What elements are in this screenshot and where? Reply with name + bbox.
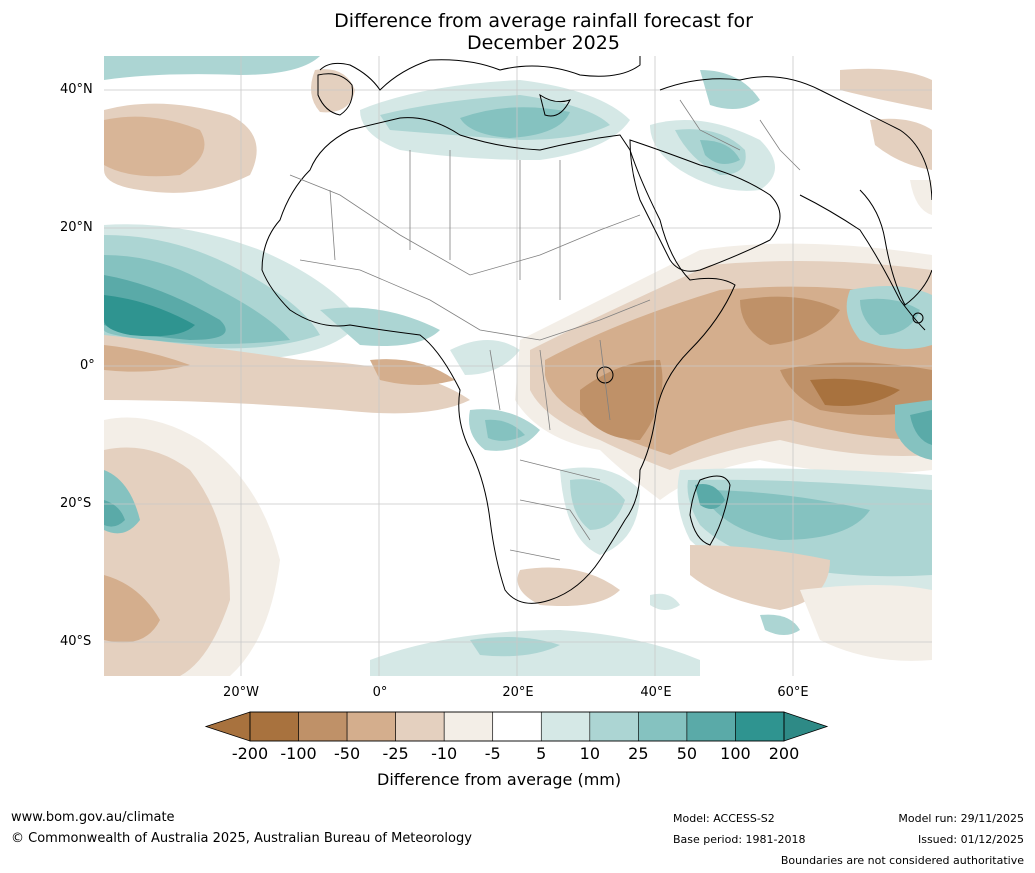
lat-label-40s: 40°S (60, 634, 92, 649)
website-link[interactable]: www.bom.gov.au/climate (11, 810, 175, 825)
colorbar (204, 711, 829, 742)
colorbar-tick-label: 200 (768, 744, 800, 763)
colorbar-cell (298, 711, 348, 742)
anomaly-region (860, 298, 920, 335)
india-coastline (859, 189, 932, 306)
iberia-coastline (317, 73, 353, 116)
anomaly-region (700, 490, 870, 540)
anomaly-region (485, 419, 525, 441)
anomaly-region (104, 116, 205, 177)
lon-label-20e: 20°E (502, 685, 534, 700)
anomaly-region (910, 180, 932, 215)
colorbar-tick-label: -100 (280, 744, 317, 763)
anomaly-region (690, 545, 830, 610)
colorbar-over-triangle (783, 711, 829, 742)
africa-coastline (261, 117, 736, 604)
colorbar-cell (346, 711, 396, 742)
lon-label-60e: 60°E (777, 685, 809, 700)
anomaly-region (840, 68, 932, 110)
border-line (489, 339, 611, 481)
graticule (104, 56, 932, 676)
colorbar-tick-label: 100 (720, 744, 751, 763)
colorbar-cell (249, 711, 299, 742)
coastlines (261, 56, 932, 604)
anomaly-region (104, 295, 195, 337)
base-period: Base period: 1981-2018 (673, 833, 806, 846)
colorbar-cell (443, 711, 494, 742)
anomaly-region (460, 107, 570, 138)
anomaly-region (740, 296, 840, 345)
colorbar-cell (638, 711, 688, 742)
colorbar-outline (249, 711, 785, 742)
anomaly-region (104, 575, 160, 643)
border-line (679, 99, 801, 171)
colorbar-tick-label: -10 (431, 744, 458, 763)
lat-label-20n: 20°N (60, 220, 93, 235)
colorbar-tick-label: 50 (676, 744, 698, 763)
colorbar-cell (540, 711, 591, 742)
colorbar-cell (686, 711, 736, 742)
border-line (289, 174, 641, 276)
model-name: Model: ACCESS-S2 (673, 812, 775, 825)
title-line-1: Difference from average rainfall forecas… (334, 10, 753, 32)
lat-label-20s: 20°S (60, 496, 92, 511)
anomaly-region (650, 593, 680, 610)
map-title: Difference from average rainfall forecas… (0, 10, 1035, 54)
anomaly-region (810, 378, 900, 406)
colorbar-tick-label: -50 (334, 744, 361, 763)
arabia-coastline (629, 139, 781, 272)
anomaly-shading (104, 56, 932, 676)
colorbar-tick-label: -200 (231, 744, 269, 763)
colorbar-title: Difference from average (mm) (377, 770, 622, 789)
anomaly-region (700, 70, 760, 109)
colorbar-tick-label: 10 (579, 744, 600, 763)
colorbar-tick-label: -5 (484, 744, 501, 763)
anomaly-region (104, 335, 470, 414)
colorbar-tick-label: 25 (628, 744, 649, 763)
anomaly-region (104, 345, 190, 372)
colorbar-tick-label: 5 (536, 744, 547, 763)
sri-lanka-coastline (912, 312, 924, 324)
anomaly-region (517, 567, 620, 606)
title-line-2: December 2025 (467, 32, 620, 54)
anomaly-region (311, 69, 355, 113)
anomaly-region (870, 118, 932, 170)
colorbar-cell (589, 711, 639, 742)
country-borders (289, 99, 801, 561)
anomaly-region (700, 140, 740, 164)
anomaly-region (570, 479, 625, 530)
anomaly-region (320, 307, 440, 346)
boundaries-disclaimer: Boundaries are not considered authoritat… (780, 854, 1024, 867)
lon-label-40e: 40°E (640, 685, 672, 700)
border-line (329, 150, 561, 300)
border-line (509, 499, 591, 561)
model-run-date: Model run: 29/11/2025 (898, 812, 1024, 825)
lon-label-20w: 20°W (223, 685, 259, 700)
colorbar-under-triangle (204, 711, 251, 742)
madagascar-coastline (689, 475, 731, 546)
anomaly-region (695, 484, 725, 509)
anomaly-region (910, 410, 932, 445)
copyright-text: © Commonwealth of Australia 2025, Austra… (11, 831, 472, 846)
border-line (299, 259, 651, 341)
colorbar-cell (735, 711, 785, 742)
issued-date: Issued: 01/12/2025 (917, 833, 1024, 846)
lon-label-0: 0° (372, 685, 388, 700)
lat-label-40n: 40°N (60, 82, 93, 97)
lat-label-0: 0° (80, 358, 95, 373)
colorbar-cell (492, 711, 542, 742)
europe-coastline (319, 56, 641, 117)
anomaly-region (104, 56, 320, 80)
colorbar-cell (395, 711, 445, 742)
anomaly-region (104, 500, 125, 527)
asia-coastline (659, 76, 932, 331)
anomaly-region (760, 614, 800, 635)
colorbar-tick-label: -25 (382, 744, 409, 763)
anomaly-region (580, 360, 663, 440)
